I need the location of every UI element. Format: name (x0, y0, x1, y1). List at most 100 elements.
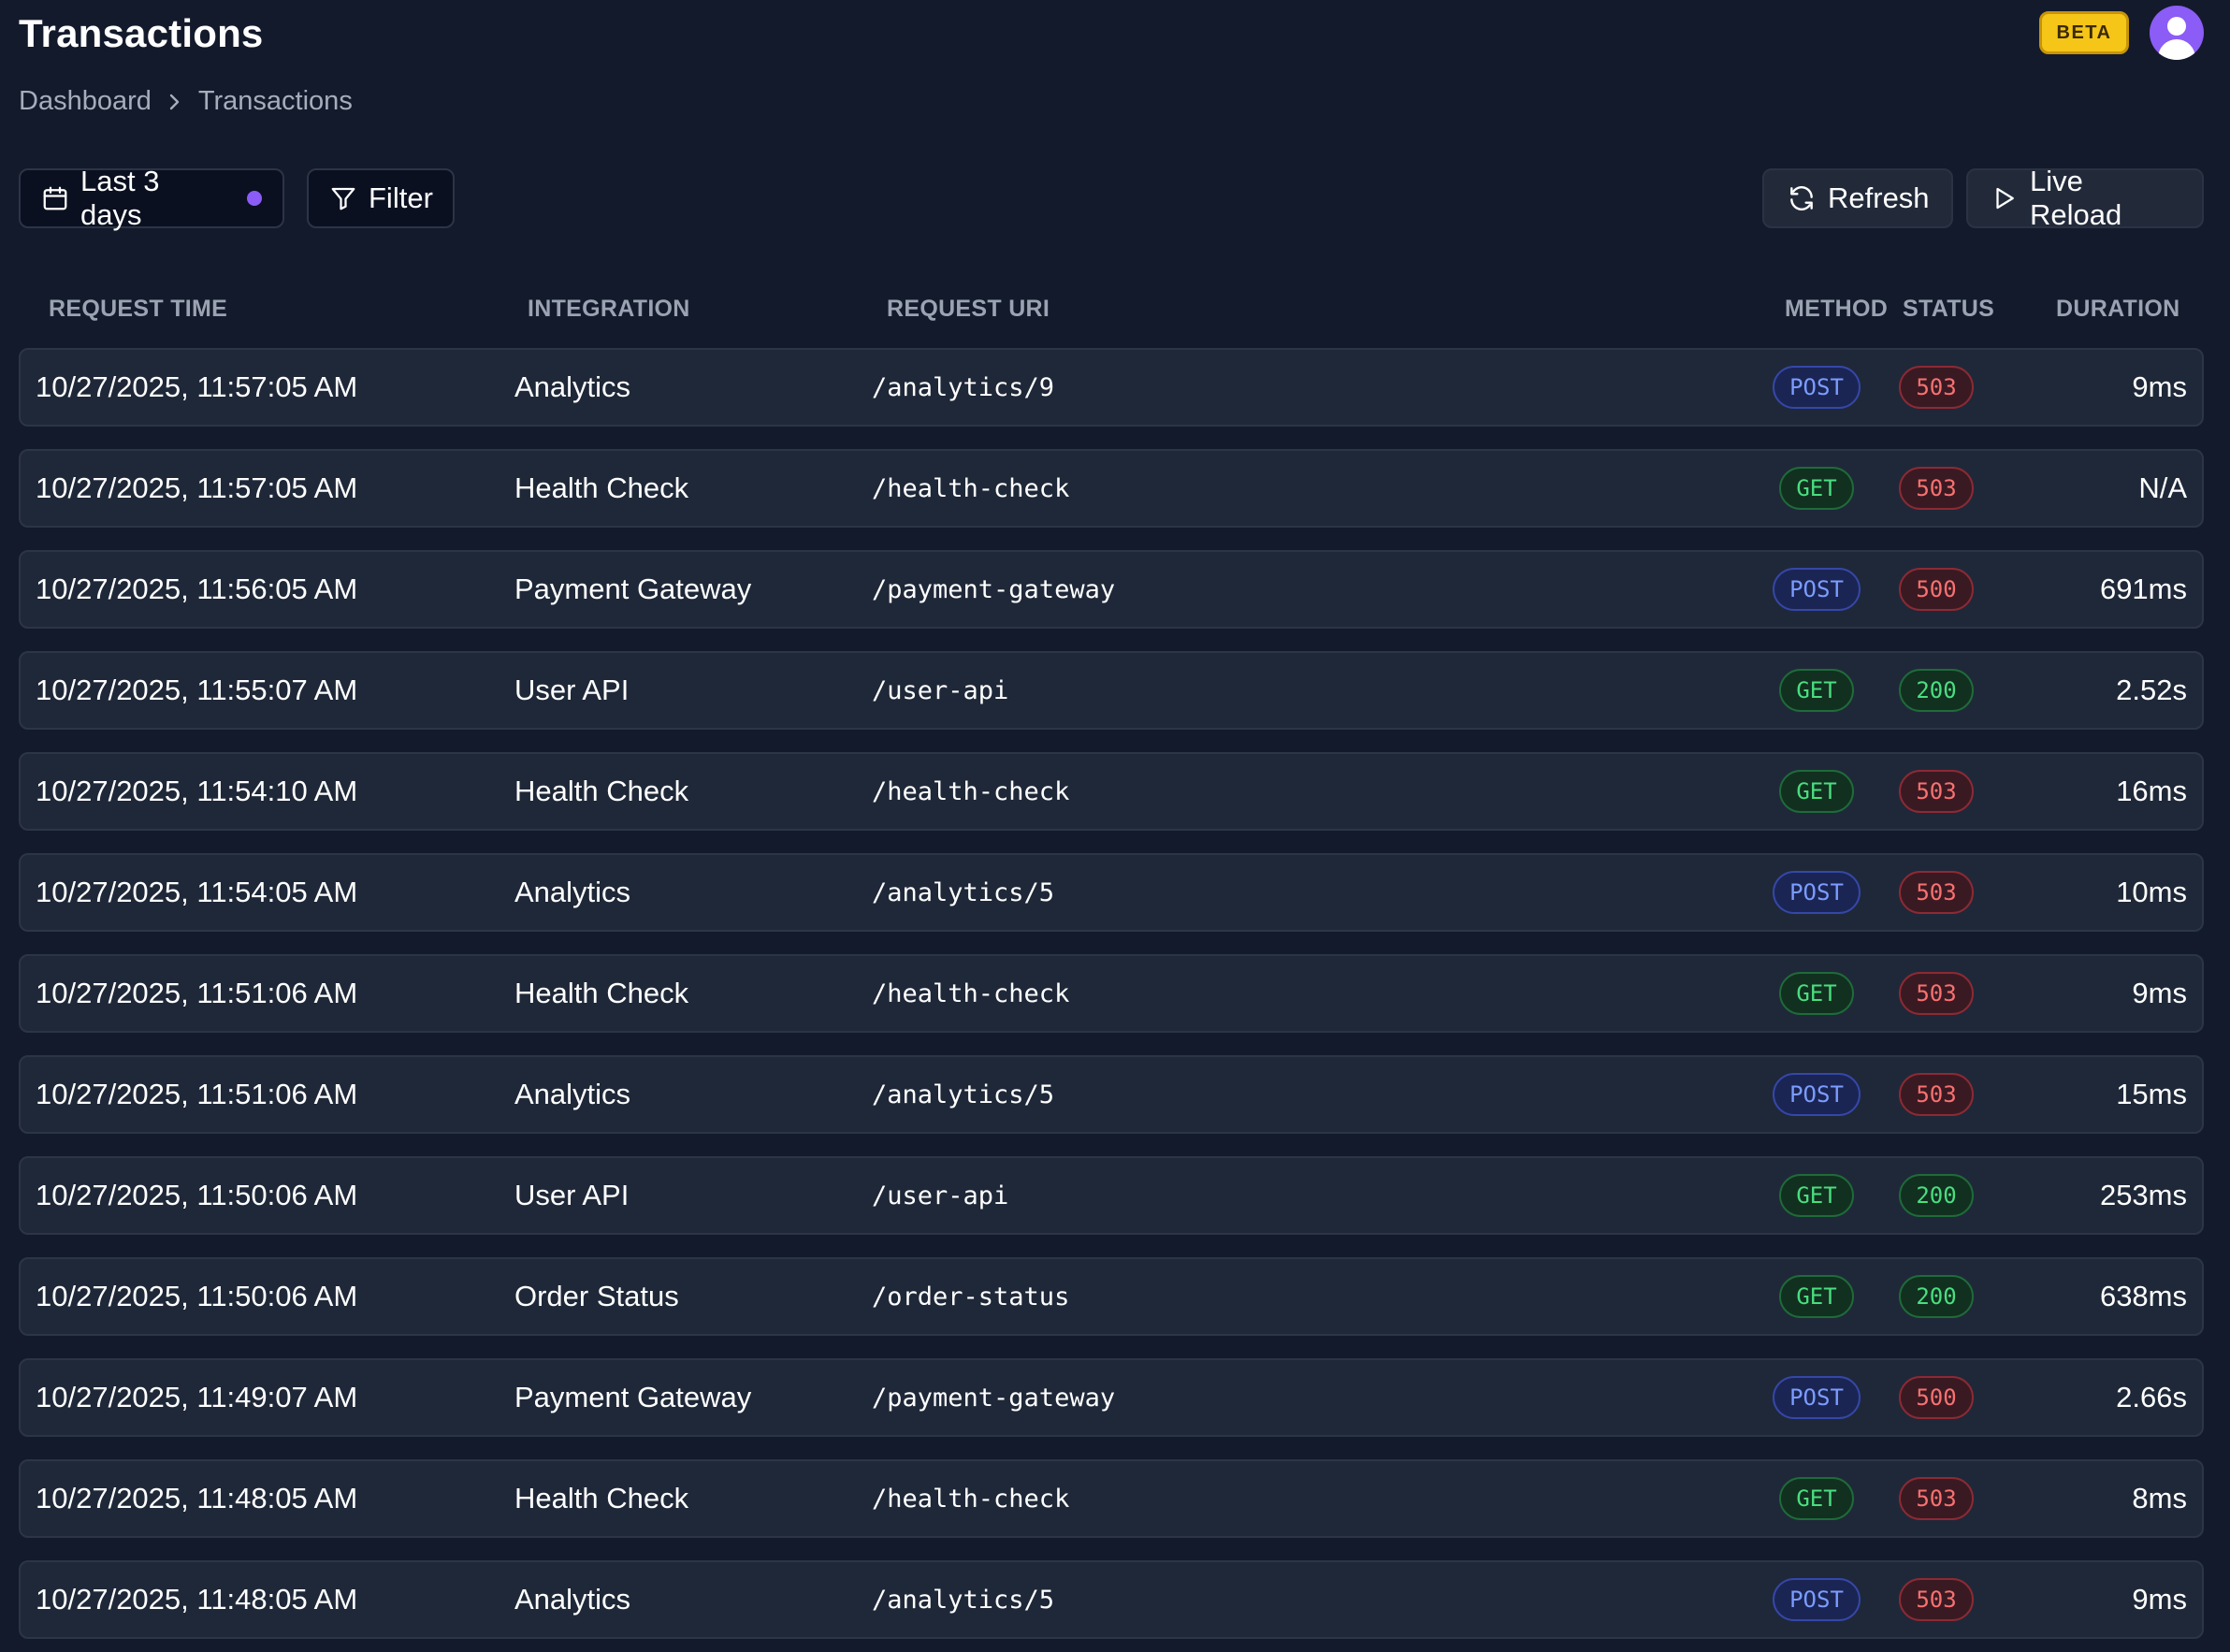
status-cell: 503 (1899, 1461, 1974, 1536)
date-range-label: Last 3 days (80, 165, 160, 231)
method-badge: POST (1773, 366, 1861, 409)
request-uri-cell: /health-check (872, 473, 1070, 503)
beta-badge: BETA (2039, 11, 2129, 54)
duration-cell: 638ms (2099, 1280, 2187, 1312)
table-row[interactable]: 10/27/2025, 11:50:06 AM User API/user-api… (19, 1156, 2204, 1235)
request-uri-cell: /order-status (872, 1282, 1070, 1311)
integration-cell: User API (514, 1179, 630, 1211)
duration-cell: 8ms (2132, 1482, 2187, 1514)
breadcrumb: Dashboard Transactions (19, 86, 353, 117)
column-method[interactable]: METHOD (1785, 296, 1889, 322)
request-time-cell: 10/27/2025, 11:50:06 AM (36, 1179, 358, 1211)
integration-cell: Payment Gateway (514, 1381, 752, 1413)
table-row[interactable]: 10/27/2025, 11:48:05 AM Analytics/analyti… (19, 1560, 2204, 1639)
refresh-icon (1787, 183, 1817, 213)
method-cell: GET (1772, 956, 1861, 1031)
integration-cell: Analytics (514, 1078, 631, 1110)
integration-cell: Health Check (514, 977, 689, 1009)
duration-cell: 691ms (2099, 572, 2187, 605)
status-badge: 503 (1899, 972, 1974, 1015)
table-row[interactable]: 10/27/2025, 11:56:05 AM Payment Gateway/p… (19, 550, 2204, 629)
request-time-cell: 10/27/2025, 11:51:06 AM (36, 977, 358, 1009)
method-badge: POST (1773, 1376, 1861, 1419)
table-row[interactable]: 10/27/2025, 11:55:07 AM User API/user-api… (19, 651, 2204, 730)
status-badge: 500 (1899, 1376, 1974, 1419)
method-cell: GET (1772, 451, 1861, 526)
request-uri-cell: /health-check (872, 776, 1070, 806)
user-avatar[interactable] (2150, 6, 2204, 60)
status-badge: 503 (1899, 1578, 1974, 1621)
table-row[interactable]: 10/27/2025, 11:54:10 AM Health Check/heal… (19, 752, 2204, 831)
column-status[interactable]: STATUS (1903, 296, 1995, 322)
table-row[interactable]: 10/27/2025, 11:50:06 AM Order Status/orde… (19, 1257, 2204, 1336)
request-time-cell: 10/27/2025, 11:54:05 AM (36, 876, 358, 908)
status-cell: 503 (1899, 1562, 1974, 1637)
column-request-time[interactable]: REQUEST TIME (49, 296, 228, 322)
breadcrumb-transactions: Transactions (197, 86, 353, 116)
status-badge: 503 (1899, 467, 1974, 510)
table-row[interactable]: 10/27/2025, 11:57:05 AM Health Check/heal… (19, 449, 2204, 528)
method-badge: POST (1773, 1578, 1861, 1621)
status-cell: 503 (1899, 451, 1974, 526)
request-time-cell: 10/27/2025, 11:51:06 AM (36, 1078, 358, 1110)
request-time-cell: 10/27/2025, 11:50:06 AM (36, 1280, 358, 1312)
chevron-right-icon (168, 93, 181, 111)
duration-cell: 253ms (2099, 1179, 2187, 1211)
column-request-uri[interactable]: REQUEST URI (887, 296, 1050, 322)
integration-cell: Analytics (514, 1583, 631, 1616)
duration-cell: 15ms (2116, 1078, 2187, 1110)
table-row[interactable]: 10/27/2025, 11:51:06 AM Analytics/analyti… (19, 1055, 2204, 1134)
table-row[interactable]: 10/27/2025, 11:57:05 AM Analytics/analyti… (19, 348, 2204, 427)
method-badge: GET (1779, 972, 1854, 1015)
request-uri-cell: /analytics/5 (872, 1080, 1055, 1109)
table-row[interactable]: 10/27/2025, 11:54:05 AM Analytics/analyti… (19, 853, 2204, 932)
request-uri-cell: /health-check (872, 1484, 1070, 1514)
refresh-button[interactable]: Refresh (1762, 168, 1953, 228)
request-uri-cell: /payment-gateway (872, 1383, 1116, 1413)
duration-cell: 16ms (2116, 775, 2187, 807)
integration-cell: User API (514, 674, 630, 706)
request-time-cell: 10/27/2025, 11:48:05 AM (36, 1482, 358, 1514)
method-badge: GET (1779, 1275, 1854, 1318)
table-row[interactable]: 10/27/2025, 11:48:05 AM Health Check/heal… (19, 1459, 2204, 1538)
integration-cell: Payment Gateway (514, 572, 752, 605)
duration-cell: 9ms (2132, 1583, 2187, 1616)
method-cell: GET (1772, 1259, 1861, 1334)
calendar-icon (41, 184, 69, 212)
refresh-label: Refresh (1828, 181, 1930, 214)
column-integration[interactable]: INTEGRATION (528, 296, 690, 322)
active-filter-dot (247, 191, 262, 206)
method-cell: POST (1772, 1057, 1861, 1132)
status-badge: 503 (1899, 1073, 1974, 1116)
status-cell: 503 (1899, 855, 1974, 930)
status-badge: 200 (1899, 1275, 1974, 1318)
integration-cell: Order Status (514, 1280, 679, 1312)
method-badge: GET (1779, 1477, 1854, 1520)
table-row[interactable]: 10/27/2025, 11:51:06 AM Health Check/heal… (19, 954, 2204, 1033)
status-cell: 500 (1899, 1360, 1974, 1435)
status-badge: 503 (1899, 871, 1974, 914)
live-reload-label: Live Reload (2030, 165, 2122, 231)
method-badge: POST (1773, 1073, 1861, 1116)
filter-label: Filter (369, 181, 433, 214)
column-duration[interactable]: DURATION (2056, 296, 2180, 322)
method-badge: POST (1773, 568, 1861, 611)
status-cell: 200 (1899, 1259, 1974, 1334)
request-time-cell: 10/27/2025, 11:49:07 AM (36, 1381, 358, 1413)
date-range-button[interactable]: Last 3 days (19, 165, 284, 231)
table-row[interactable]: 10/27/2025, 11:49:07 AM Payment Gateway/p… (19, 1358, 2204, 1437)
status-badge: 200 (1899, 1174, 1974, 1217)
filter-button[interactable]: Filter (307, 168, 455, 228)
duration-cell: 2.66s (2116, 1381, 2187, 1413)
status-cell: 200 (1899, 653, 1974, 728)
live-reload-button[interactable]: Live Reload (1966, 165, 2204, 231)
breadcrumb-dashboard[interactable]: Dashboard (19, 86, 152, 116)
request-time-cell: 10/27/2025, 11:54:10 AM (36, 775, 358, 807)
method-cell: POST (1772, 1562, 1861, 1637)
method-cell: POST (1772, 350, 1861, 425)
integration-cell: Health Check (514, 1482, 689, 1514)
request-time-cell: 10/27/2025, 11:48:05 AM (36, 1583, 358, 1616)
method-cell: GET (1772, 653, 1861, 728)
duration-cell: 2.52s (2116, 674, 2187, 706)
